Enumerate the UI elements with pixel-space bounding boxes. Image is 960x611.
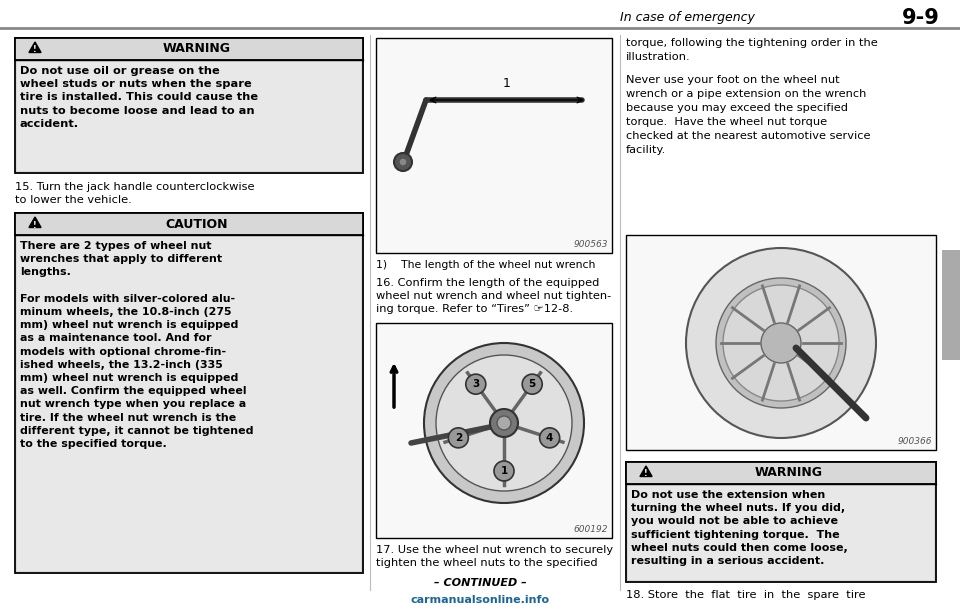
Circle shape xyxy=(394,153,412,171)
Text: 15. Turn the jack handle counterclockwise
to lower the vehicle.: 15. Turn the jack handle counterclockwis… xyxy=(15,182,254,205)
Text: WARNING: WARNING xyxy=(755,467,823,480)
Text: 3: 3 xyxy=(472,379,479,389)
FancyBboxPatch shape xyxy=(626,235,936,450)
Text: 900366: 900366 xyxy=(898,437,932,446)
FancyBboxPatch shape xyxy=(15,213,363,573)
Text: 2: 2 xyxy=(455,433,462,443)
Text: In case of emergency: In case of emergency xyxy=(620,12,755,24)
Circle shape xyxy=(490,409,518,437)
FancyBboxPatch shape xyxy=(628,485,934,580)
Circle shape xyxy=(494,461,514,481)
Text: 1)    The length of the wheel nut wrench: 1) The length of the wheel nut wrench xyxy=(376,260,595,270)
Text: Never use your foot on the wheel nut
wrench or a pipe extension on the wrench
be: Never use your foot on the wheel nut wre… xyxy=(626,75,871,155)
FancyBboxPatch shape xyxy=(376,323,612,538)
Text: !: ! xyxy=(644,469,648,478)
Circle shape xyxy=(424,343,584,503)
Text: 5: 5 xyxy=(529,379,536,389)
Text: CAUTION: CAUTION xyxy=(166,218,228,230)
Text: carmanualsonline.info: carmanualsonline.info xyxy=(411,595,549,605)
Circle shape xyxy=(399,158,407,166)
Polygon shape xyxy=(640,466,652,477)
FancyBboxPatch shape xyxy=(17,236,361,571)
FancyBboxPatch shape xyxy=(15,38,363,173)
Text: 1: 1 xyxy=(503,77,511,90)
FancyBboxPatch shape xyxy=(17,61,361,171)
Text: 1: 1 xyxy=(500,466,508,476)
FancyBboxPatch shape xyxy=(626,462,936,582)
Circle shape xyxy=(448,428,468,448)
Text: 900563: 900563 xyxy=(573,240,608,249)
FancyBboxPatch shape xyxy=(942,250,960,360)
Circle shape xyxy=(522,374,542,394)
FancyBboxPatch shape xyxy=(15,38,363,60)
Circle shape xyxy=(497,416,511,430)
Circle shape xyxy=(716,278,846,408)
Text: Do not use the extension when
turning the wheel nuts. If you did,
you would not : Do not use the extension when turning th… xyxy=(631,490,848,566)
Circle shape xyxy=(466,374,486,394)
Text: Do not use oil or grease on the
wheel studs or nuts when the spare
tire is insta: Do not use oil or grease on the wheel st… xyxy=(20,66,258,129)
Polygon shape xyxy=(29,42,41,53)
Circle shape xyxy=(761,323,801,363)
Text: 9-9: 9-9 xyxy=(902,8,940,28)
Text: 4: 4 xyxy=(546,433,553,443)
Circle shape xyxy=(436,355,572,491)
Text: 17. Use the wheel nut wrench to securely
tighten the wheel nuts to the specified: 17. Use the wheel nut wrench to securely… xyxy=(376,545,613,568)
Text: – CONTINUED –: – CONTINUED – xyxy=(434,578,526,588)
Circle shape xyxy=(723,285,839,401)
Circle shape xyxy=(686,248,876,438)
Text: !: ! xyxy=(34,45,36,54)
FancyBboxPatch shape xyxy=(15,213,363,235)
Text: 600192: 600192 xyxy=(573,525,608,534)
Text: 16. Confirm the length of the equipped
wheel nut wrench and wheel nut tighten-
i: 16. Confirm the length of the equipped w… xyxy=(376,278,612,315)
Text: !: ! xyxy=(34,221,36,230)
Text: WARNING: WARNING xyxy=(163,43,231,56)
Text: 18. Store  the  flat  tire  in  the  spare  tire: 18. Store the flat tire in the spare tir… xyxy=(626,590,866,600)
Text: torque, following the tightening order in the
illustration.: torque, following the tightening order i… xyxy=(626,38,877,62)
FancyBboxPatch shape xyxy=(626,462,936,484)
Polygon shape xyxy=(29,217,41,227)
Text: There are 2 types of wheel nut
wrenches that apply to different
lengths.

For mo: There are 2 types of wheel nut wrenches … xyxy=(20,241,253,449)
FancyBboxPatch shape xyxy=(376,38,612,253)
Circle shape xyxy=(540,428,560,448)
